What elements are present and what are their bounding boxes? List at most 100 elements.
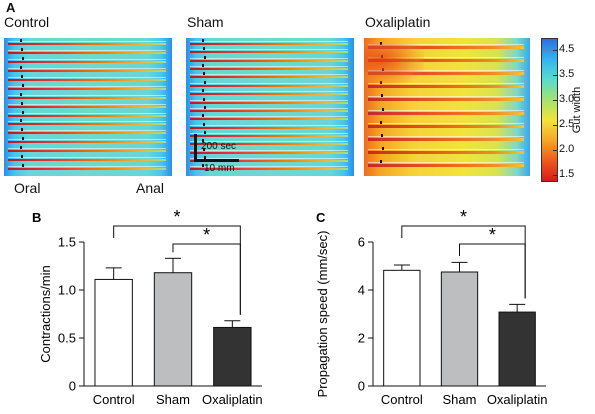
band-highlight: [190, 74, 348, 75]
onset-marker: [203, 72, 205, 75]
onset-marker: [22, 164, 24, 167]
band-highlight: [190, 83, 348, 84]
contraction-band: [8, 106, 166, 108]
significance-star: *: [489, 225, 496, 245]
contraction-band: [190, 127, 348, 129]
contraction-band: [368, 59, 524, 62]
contraction-band: [190, 93, 348, 95]
significance-star: *: [173, 207, 180, 227]
y-axis-label: Propagation speed (mm/sec): [315, 231, 330, 398]
onset-marker: [204, 81, 206, 84]
band-highlight: [8, 104, 166, 105]
band-highlight: [368, 136, 524, 137]
contraction-band: [8, 79, 166, 81]
x-tick-label: Oxaliplatin: [487, 392, 548, 407]
oxaliplatin-spatiotemporal-map: [364, 38, 530, 176]
band-highlight: [368, 149, 524, 150]
control-map-title: Control: [4, 14, 50, 30]
contraction-band: [8, 168, 166, 170]
y-tick-label: 0: [69, 379, 76, 394]
y-axis-label: Contractions/min: [38, 265, 53, 363]
contraction-band: [190, 102, 348, 104]
band-highlight: [8, 95, 166, 96]
panel-a-letter: A: [6, 0, 16, 15]
contraction-band: [8, 159, 166, 161]
significance-star: *: [203, 225, 210, 245]
time-scale-bar: [194, 134, 197, 162]
contraction-band: [190, 76, 348, 78]
contraction-band: [368, 46, 524, 49]
band-highlight: [190, 58, 348, 59]
contraction-band: [190, 51, 348, 53]
bar-control: [94, 278, 133, 387]
onset-marker: [382, 147, 384, 150]
oral-label: Oral: [14, 180, 41, 196]
onset-marker: [20, 66, 22, 69]
colorbar-tick-label: 4.5: [559, 43, 575, 55]
y-tick-label: 4: [358, 283, 365, 298]
length-scale-label: 10 mm: [204, 163, 235, 174]
onset-marker: [204, 131, 206, 134]
onset-marker: [204, 156, 206, 159]
onset-marker: [204, 56, 206, 59]
onset-marker: [20, 119, 22, 122]
band-highlight: [190, 141, 348, 142]
onset-marker: [202, 139, 204, 142]
onset-marker: [22, 84, 24, 87]
contraction-band: [8, 97, 166, 99]
band-highlight: [190, 125, 348, 126]
colorbar-tick-mark: [553, 175, 557, 176]
gut-width-colorbar: [541, 38, 558, 182]
band-highlight: [190, 166, 348, 167]
y-tick-label: 6: [358, 235, 365, 250]
dilation-region: [364, 44, 424, 84]
colorbar-tick-mark: [553, 100, 557, 101]
onset-marker: [203, 148, 205, 151]
colorbar-tick-label: 2.0: [559, 143, 575, 155]
control-spatiotemporal-map: [4, 38, 172, 176]
contraction-band: [190, 143, 348, 145]
sham-map-title: Sham: [187, 14, 224, 30]
y-tick-label: 1.5: [58, 235, 76, 250]
band-highlight: [190, 108, 348, 109]
contraction-band: [368, 164, 524, 167]
band-highlight: [368, 44, 524, 45]
onset-marker: [21, 48, 23, 51]
contraction-band: [8, 141, 166, 143]
band-highlight: [368, 162, 524, 163]
contraction-band: [8, 61, 166, 63]
band-highlight: [8, 41, 166, 42]
onset-marker: [203, 47, 205, 50]
length-scale-bar: [197, 159, 239, 162]
oxaliplatin-map-title: Oxaliplatin: [365, 14, 431, 30]
band-highlight: [190, 41, 348, 42]
band-highlight: [8, 148, 166, 149]
band-highlight: [190, 100, 348, 101]
contraction-band: [368, 151, 524, 154]
contraction-band: [8, 43, 166, 45]
onset-marker: [380, 160, 382, 163]
sham-spatiotemporal-map: [186, 38, 354, 176]
band-highlight: [8, 130, 166, 131]
band-highlight: [8, 86, 166, 87]
contraction-band: [190, 152, 348, 154]
onset-marker: [202, 114, 204, 117]
band-highlight: [368, 83, 524, 84]
contraction-band: [190, 168, 348, 170]
x-tick-label: Sham: [443, 392, 477, 407]
onset-marker: [202, 164, 204, 167]
onset-marker: [22, 111, 24, 114]
y-tick-label: 2: [358, 331, 365, 346]
onset-marker: [202, 64, 204, 67]
onset-marker: [21, 102, 23, 105]
band-highlight: [8, 77, 166, 78]
bar-oxaliplatin: [498, 311, 536, 387]
onset-marker: [202, 39, 204, 42]
contraction-band: [190, 68, 348, 70]
band-highlight: [190, 133, 348, 134]
band-highlight: [190, 150, 348, 151]
band-highlight: [190, 91, 348, 92]
y-tick-label: 0.5: [58, 331, 76, 346]
contraction-band: [190, 135, 348, 137]
onset-marker: [203, 98, 205, 101]
